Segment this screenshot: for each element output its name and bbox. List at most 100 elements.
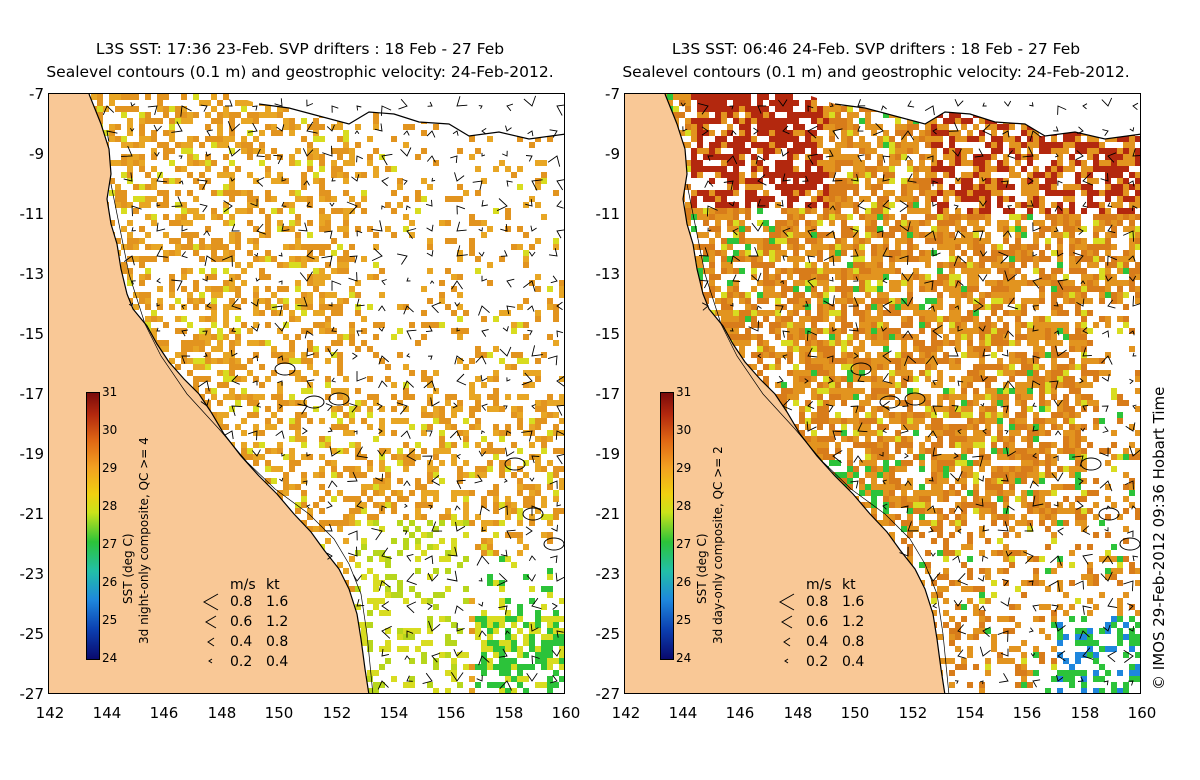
velocity-arrow-icon <box>247 430 258 441</box>
velocity-arrow-icon <box>381 505 387 512</box>
velocity-arrow-icon <box>531 455 540 464</box>
velocity-arrow-icon <box>1032 355 1041 364</box>
velocity-arrow-icon <box>406 277 411 282</box>
velocity-arrow-icon <box>256 177 265 187</box>
velocity-arrow-icon <box>506 103 514 112</box>
velocity-arrow-icon <box>972 230 984 242</box>
velocity-arrow-icon <box>925 355 939 366</box>
velocity-arrow-icon <box>997 630 1009 642</box>
velocity-arrow-icon <box>1123 230 1135 242</box>
velocity-arrow-icon <box>204 255 216 267</box>
velocity-arrow-icon <box>1000 648 1009 657</box>
legend-arrow-icon <box>205 615 217 629</box>
velocity-arrow-icon <box>528 251 536 257</box>
velocity-arrow-icon <box>306 249 315 260</box>
velocity-arrow-icon <box>982 555 989 562</box>
legend-speed-ms: 0.6 <box>806 614 829 630</box>
velocity-arrow-icon <box>978 605 986 612</box>
velocity-arrow-icon <box>527 305 535 312</box>
velocity-arrow-icon <box>804 378 809 384</box>
velocity-arrow-icon <box>556 501 562 507</box>
velocity-arrow-icon <box>326 552 333 560</box>
velocity-arrow-icon <box>1125 480 1134 490</box>
velocity-arrow-icon <box>206 129 213 137</box>
colorbar-title: SST (deg C) <box>695 533 709 604</box>
velocity-arrow-icon <box>227 145 241 157</box>
velocity-arrow-icon <box>354 130 360 135</box>
velocity-arrow-icon <box>425 325 433 333</box>
velocity-arrow-icon <box>252 355 259 362</box>
velocity-arrow-icon <box>224 430 234 440</box>
velocity-arrow-icon <box>428 504 433 510</box>
velocity-arrow-icon <box>954 230 966 241</box>
velocity-arrow-icon <box>531 345 543 357</box>
legend-speed-kt: 1.2 <box>842 614 865 630</box>
velocity-arrow-icon <box>454 505 461 511</box>
velocity-arrow-icon <box>478 601 484 607</box>
velocity-arrow-icon <box>324 230 333 239</box>
velocity-arrow-icon <box>857 125 864 132</box>
velocity-arrow-icon <box>202 330 208 336</box>
velocity-arrow-icon <box>850 249 859 257</box>
velocity-arrow-icon <box>1005 505 1015 514</box>
velocity-arrow-icon <box>551 524 558 532</box>
velocity-arrow-icon <box>306 99 314 107</box>
velocity-arrow-icon <box>531 597 542 610</box>
velocity-arrow-icon <box>456 221 467 232</box>
velocity-arrow-icon <box>1002 130 1010 138</box>
velocity-arrow-icon <box>356 371 367 382</box>
x-tick-label: 144 <box>92 704 122 722</box>
velocity-arrow-icon <box>406 601 417 614</box>
velocity-arrow-icon <box>698 247 709 257</box>
velocity-arrow-icon <box>306 348 315 357</box>
velocity-arrow-icon <box>882 350 892 363</box>
velocity-arrow-icon <box>455 521 466 532</box>
velocity-arrow-icon <box>306 504 311 509</box>
x-tick-label: 148 <box>783 704 813 722</box>
velocity-arrow-icon <box>882 400 891 411</box>
velocity-arrow-icon <box>304 330 314 339</box>
velocity-arrow-icon <box>178 180 184 185</box>
velocity-arrow-icon <box>825 403 834 413</box>
velocity-arrow-icon <box>250 299 259 307</box>
velocity-arrow-icon <box>276 124 285 132</box>
velocity-arrow-icon <box>481 152 486 157</box>
velocity-arrow-icon <box>331 177 336 182</box>
velocity-arrow-icon <box>352 352 358 360</box>
velocity-arrow-icon <box>697 102 709 115</box>
velocity-arrow-icon <box>807 228 816 238</box>
velocity-arrow-icon <box>472 180 483 191</box>
velocity-arrow-icon <box>156 202 161 207</box>
velocity-arrow-icon <box>256 223 266 235</box>
panel-title-line1: L3S SST: 06:46 24-Feb. SVP drifters : 18… <box>671 40 1081 58</box>
velocity-arrow-icon <box>948 122 959 132</box>
png-landmass <box>229 94 564 139</box>
velocity-arrow-icon <box>481 128 487 135</box>
velocity-arrow-icon <box>274 321 288 332</box>
velocity-arrow-icon <box>377 680 389 690</box>
velocity-arrow-icon <box>857 422 868 433</box>
velocity-arrow-icon <box>321 255 333 267</box>
velocity-arrow-icon <box>422 455 433 466</box>
velocity-arrow-icon <box>427 355 433 360</box>
velocity-arrow-icon <box>348 530 358 541</box>
velocity-arrow-icon <box>953 452 959 459</box>
velocity-arrow-icon <box>525 526 533 536</box>
velocity-arrow-icon <box>275 430 285 439</box>
velocity-arrow-icon <box>1072 455 1084 467</box>
x-tick-label: 160 <box>551 704 581 722</box>
velocity-arrow-icon <box>250 323 260 332</box>
velocity-arrow-icon <box>701 126 709 136</box>
x-tick-label: 150 <box>840 704 870 722</box>
y-tick-label: -27 <box>595 685 621 703</box>
legend-header-ms: m/s <box>230 577 256 593</box>
velocity-arrow-icon <box>1082 327 1089 334</box>
velocity-arrow-icon <box>500 224 508 232</box>
velocity-arrow-icon <box>780 280 784 285</box>
velocity-arrow-icon <box>979 250 988 257</box>
velocity-arrow-icon <box>857 375 865 383</box>
velocity-arrow-icon <box>356 298 365 307</box>
velocity-arrow-icon <box>331 377 336 383</box>
velocity-arrow-icon <box>757 105 767 114</box>
velocity-arrow-icon <box>979 680 984 685</box>
